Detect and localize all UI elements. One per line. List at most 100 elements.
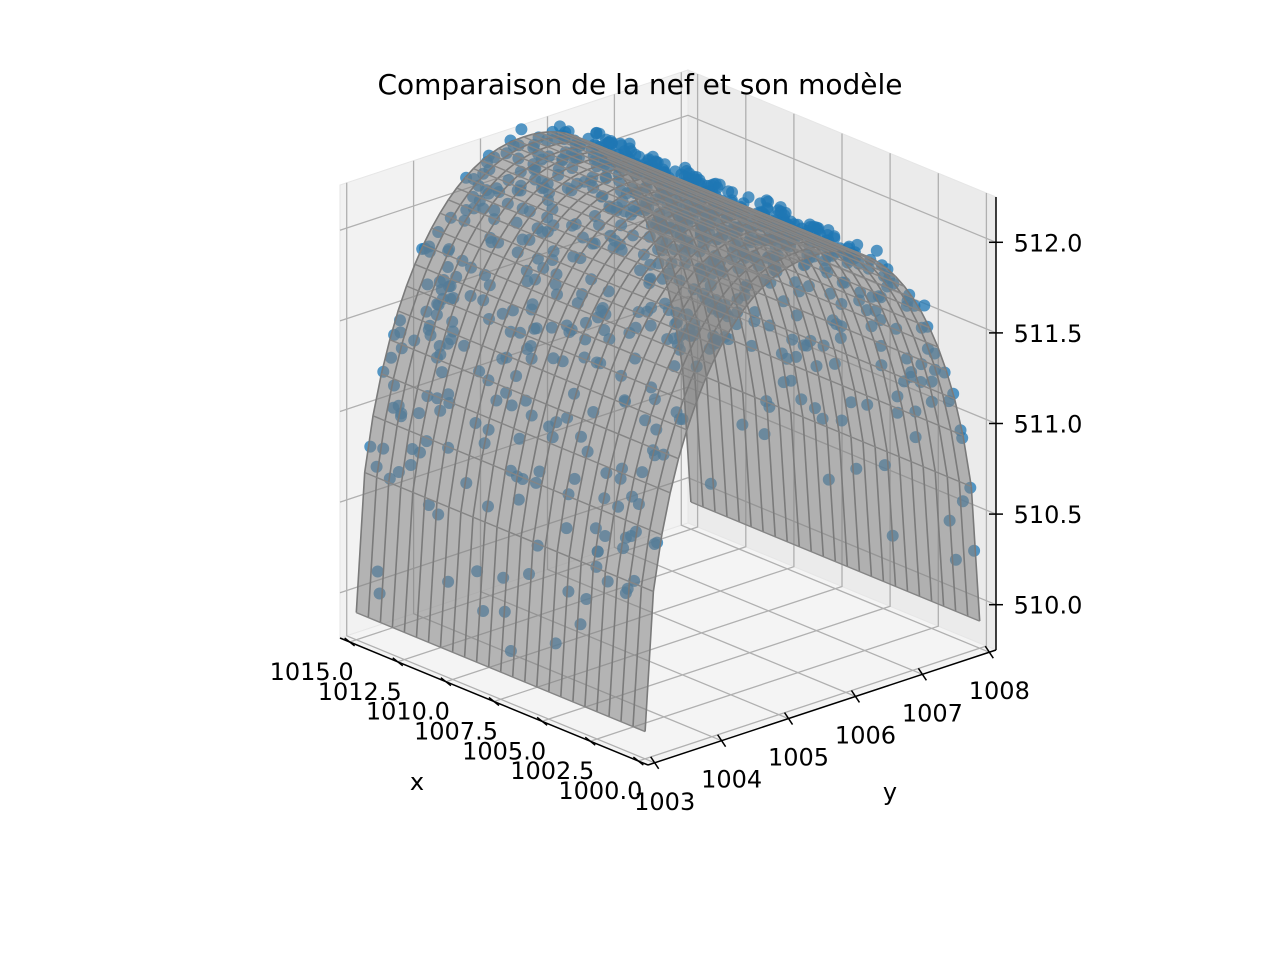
surface-face [463, 264, 484, 290]
x-tick-label: 1007.5 [414, 718, 498, 746]
surface-face [560, 556, 582, 702]
surface-face [576, 272, 597, 293]
surface-face [448, 188, 469, 205]
surface-face [893, 312, 914, 338]
surface-face [489, 384, 511, 424]
surface-wire-x [381, 373, 671, 494]
surface-face [392, 487, 413, 633]
surface-face [644, 284, 665, 303]
surface-face [925, 342, 947, 371]
surface-face [850, 330, 871, 365]
surface-face [861, 286, 882, 308]
x-tick [488, 696, 500, 707]
surface-face [560, 136, 582, 142]
scatter-point [918, 299, 931, 312]
surface-face [942, 393, 963, 436]
surface-face [621, 581, 642, 727]
surface-face [425, 325, 447, 360]
surface-face [691, 359, 712, 384]
surface-face [547, 299, 568, 324]
surface-face [788, 243, 809, 251]
surface-face [664, 277, 686, 294]
surface-face [525, 399, 547, 439]
surface-face [848, 281, 870, 303]
surface-face [438, 255, 460, 280]
surface-face [899, 456, 920, 597]
surface-wire-x [473, 167, 763, 289]
surface-face [440, 199, 461, 219]
scatter-point [693, 174, 706, 186]
surface-face [922, 360, 943, 394]
surface-face [571, 154, 593, 162]
surface-face [570, 385, 591, 420]
surface-face [457, 408, 478, 456]
surface-face [658, 453, 679, 493]
surface-face [583, 314, 604, 339]
surface-face [935, 471, 956, 612]
surface-wire-x [406, 285, 696, 406]
surface-wire-x [456, 187, 746, 308]
surface-face [692, 203, 713, 212]
surface-face [453, 369, 474, 409]
surface-face [659, 368, 680, 396]
y-tick [917, 667, 928, 681]
surface-face [554, 350, 575, 381]
surface-face [856, 266, 877, 283]
surface-face [785, 268, 806, 293]
y-tick [716, 734, 727, 748]
surface-wire-x [665, 279, 955, 400]
surface-face [847, 257, 869, 272]
surface-face [934, 365, 955, 399]
surface-face [593, 510, 614, 572]
surface-face [452, 512, 473, 658]
surface-face [532, 222, 553, 240]
surface-wire-x [540, 132, 830, 253]
surface-face [535, 294, 556, 319]
surface-face [656, 189, 677, 197]
surface-face [828, 263, 849, 282]
surface-face [533, 485, 554, 547]
surface-face [639, 317, 661, 340]
surface-face [633, 586, 654, 732]
surface-face [558, 380, 579, 415]
y-tick [984, 645, 994, 659]
surface-face [404, 492, 425, 638]
surface-wire-x [498, 147, 788, 269]
surface-face [560, 249, 581, 268]
surface-face [447, 238, 468, 260]
y-tick [783, 712, 794, 725]
surface-face [494, 325, 515, 356]
surface-face [608, 269, 629, 288]
z-tick-label: 511.5 [1014, 320, 1083, 348]
surface-face [851, 254, 872, 267]
surface-face [766, 402, 788, 542]
surface-face [464, 517, 485, 663]
surface-face [905, 317, 926, 342]
surface-face [821, 283, 842, 308]
surface-face [718, 382, 740, 522]
surface-face [423, 228, 444, 251]
surface-face [865, 317, 887, 346]
surface-face [829, 302, 850, 331]
surface-face [851, 436, 872, 577]
surface-face [926, 420, 948, 477]
surface-face [471, 248, 492, 270]
surface-wire-x [640, 207, 930, 329]
surface-face [786, 329, 807, 371]
surface-face [666, 425, 687, 459]
surface-face [862, 335, 883, 370]
surface-face [802, 417, 824, 557]
surface-face [909, 306, 930, 328]
surface-face [435, 233, 456, 255]
surface-face [531, 272, 552, 295]
z-tick-label: 510.5 [1014, 501, 1083, 529]
surface-face [572, 254, 593, 273]
surface-face [509, 475, 530, 537]
surface-face [637, 252, 658, 268]
surface-face [468, 182, 490, 198]
surface-face [668, 294, 689, 313]
x-tick-label: 1010.0 [366, 698, 450, 726]
surface-face [662, 395, 684, 425]
surface-wire-x [356, 611, 646, 733]
surface-face [708, 327, 729, 348]
